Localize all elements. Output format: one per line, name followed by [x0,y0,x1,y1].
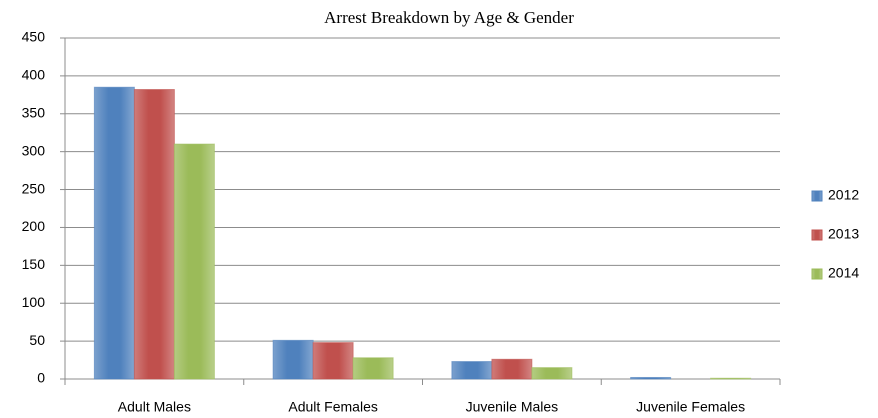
bar [173,143,215,380]
bar [630,376,672,380]
bar [451,361,493,380]
x-tick-label: Juvenile Females [636,399,745,415]
legend-label: 2013 [828,226,859,242]
y-tick-label: 300 [22,142,46,158]
y-tick-label: 200 [22,218,46,234]
y-tick-label: 50 [29,332,45,348]
y-tick-label: 350 [22,104,46,120]
y-tick-label: 150 [22,256,46,272]
legend-label: 2014 [828,265,859,281]
y-tick-label: 100 [22,294,46,310]
y-tick-label: 450 [22,29,46,45]
legend-swatch [811,190,823,202]
bar [531,367,573,380]
y-tick-label: 400 [22,67,46,83]
bar [352,357,394,380]
x-tick-label: Adult Females [288,399,377,415]
y-tick-label: 250 [22,180,46,196]
chart-title: Arrest Breakdown by Age & Gender [324,8,574,27]
legend-swatch [811,229,823,241]
bar [272,339,314,380]
legend-swatch [811,268,823,280]
legend-label: 2012 [828,187,859,203]
x-tick-label: Juvenile Males [466,399,559,415]
x-tick-label: Adult Males [118,399,191,415]
bar [93,86,135,380]
bar [491,358,533,380]
bar [710,377,752,380]
y-tick-label: 0 [37,370,45,386]
bar [312,342,354,380]
bar [133,89,175,380]
